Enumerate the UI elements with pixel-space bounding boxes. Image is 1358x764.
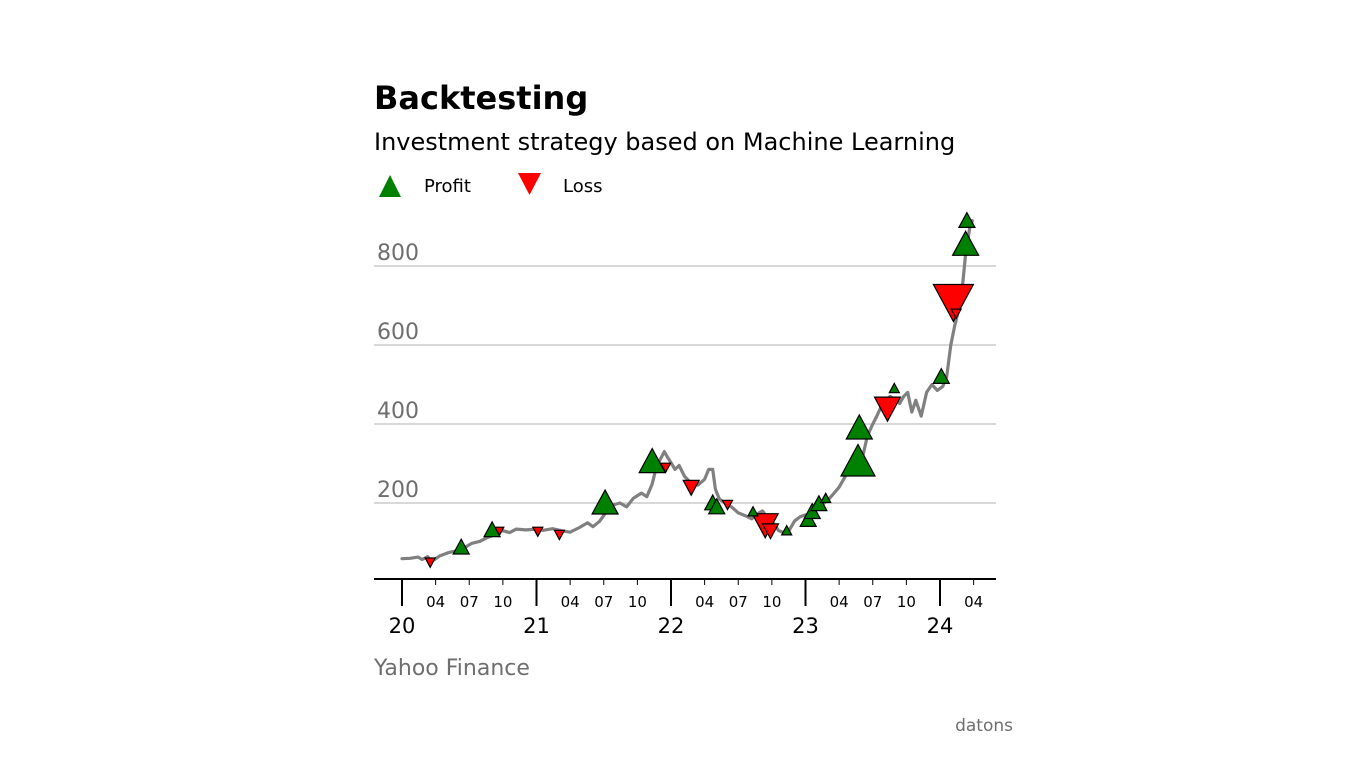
profit-marker (951, 230, 980, 256)
profit-marker (746, 505, 760, 517)
x-minor-tick-label: 07 (729, 593, 748, 611)
loss-marker (553, 529, 566, 541)
profit-marker (809, 494, 828, 512)
x-major-tick-label: 21 (523, 614, 550, 638)
loss-marker (682, 479, 701, 497)
x-minor-tick-label: 04 (561, 593, 580, 611)
profit-marker (888, 382, 901, 394)
x-major-tick-label: 20 (389, 614, 416, 638)
profit-marker (932, 367, 951, 384)
source-label: Yahoo Finance (373, 656, 530, 681)
loss-marker (873, 396, 902, 423)
x-minor-tick-label: 07 (460, 593, 479, 611)
legend-profit-marker (379, 175, 401, 197)
profit-marker (957, 211, 976, 228)
profit-marker (452, 537, 471, 555)
x-minor-tick-label: 10 (628, 593, 647, 611)
loss-marker (531, 526, 544, 538)
x-minor-tick-label: 10 (897, 593, 916, 611)
legend: Profit Loss (379, 173, 602, 197)
x-minor-tick-label: 07 (594, 593, 613, 611)
profit-marker (839, 443, 877, 477)
x-major-tick-label: 24 (927, 614, 954, 638)
y-gridlines (374, 265, 996, 504)
loss-marker (950, 308, 963, 320)
y-tick-label: 200 (377, 478, 419, 503)
x-minor-tick-label: 04 (426, 593, 445, 611)
loss-marker (424, 557, 437, 569)
x-minor-tick-label: 10 (493, 593, 512, 611)
x-minor-tick-label: 04 (964, 593, 983, 611)
profit-marker (638, 447, 667, 474)
price-series (400, 219, 974, 564)
profit-marker (780, 524, 793, 536)
profit-marker (845, 413, 874, 440)
loss-marker (761, 523, 780, 540)
x-major-tick-label: 23 (792, 614, 819, 638)
x-minor-tick-label: 10 (762, 593, 781, 611)
x-minor-tick-label: 07 (863, 593, 882, 611)
legend-loss-marker (518, 173, 541, 195)
profit-marker (483, 520, 502, 538)
profit-marker (819, 492, 832, 504)
y-tick-label: 600 (377, 320, 419, 345)
y-tick-label: 800 (377, 241, 419, 266)
chart-title: Backtesting (374, 79, 588, 117)
brand-label: datons (955, 716, 1013, 736)
profit-marker (591, 488, 620, 515)
loss-marker (721, 499, 734, 511)
price-line (400, 219, 974, 564)
trade-markers (424, 211, 980, 569)
y-tick-label: 400 (377, 399, 419, 424)
loss-marker (932, 283, 975, 323)
profit-marker (707, 497, 726, 515)
x-axis: 20 21 22 23 24 04 07 10 04 07 10 04 07 10 04 07 10 04 (374, 578, 996, 638)
legend-loss-label: Loss (563, 176, 602, 197)
legend-profit-label: Profit (424, 176, 471, 197)
chart-subtitle: Investment strategy based on Machine Lea… (374, 128, 955, 156)
x-minor-tick-label: 04 (830, 593, 849, 611)
x-major-tick-label: 22 (658, 614, 685, 638)
x-minor-tick-label: 04 (695, 593, 714, 611)
y-tick-labels: 200 400 600 800 (377, 241, 419, 503)
